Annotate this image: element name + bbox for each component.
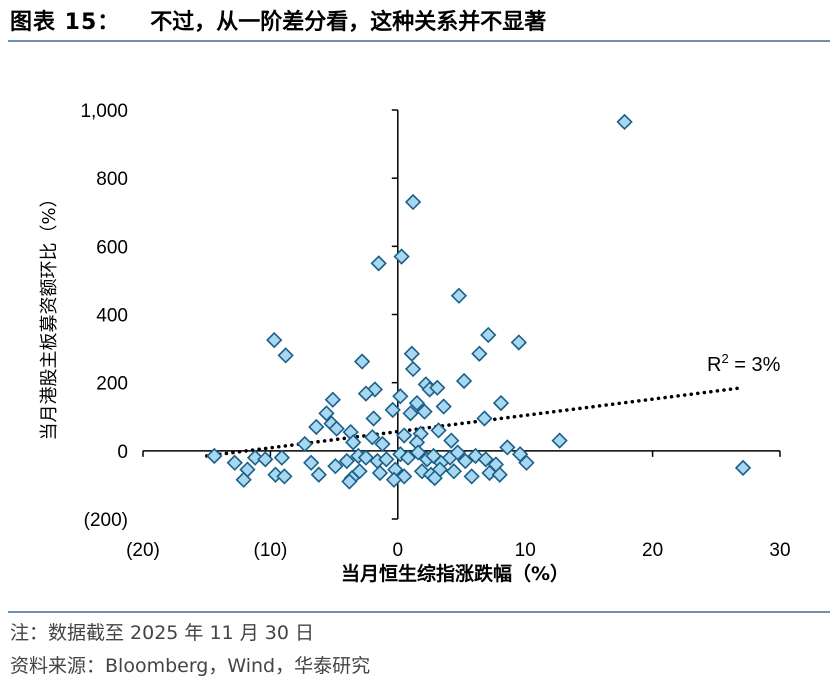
data-point (318, 405, 335, 422)
data-point (206, 447, 223, 465)
footer-divider (8, 611, 830, 613)
data-point (308, 418, 325, 436)
data-point (277, 347, 294, 364)
data-point (426, 469, 443, 487)
data-point (404, 360, 422, 378)
x-axis-label: 当月恒生综指涨跌幅（%） (341, 562, 569, 585)
x-tick-label: 10 (515, 540, 536, 561)
data-point (480, 326, 497, 344)
x-tick-label: 0 (393, 540, 404, 561)
data-point (396, 427, 413, 444)
data-point (416, 403, 433, 420)
data-point (273, 449, 290, 466)
y-tick-label: 0 (117, 442, 128, 463)
data-point (449, 444, 466, 461)
data-point (385, 471, 403, 488)
data-point (392, 388, 409, 405)
data-point (734, 459, 752, 477)
data-points-layer (206, 113, 752, 490)
y-tick-label: 200 (96, 374, 128, 395)
data-point (450, 287, 468, 304)
data-point (378, 451, 395, 468)
data-point (457, 452, 474, 470)
data-point (408, 394, 426, 412)
data-point (296, 435, 313, 453)
data-point (235, 471, 252, 488)
source-note: 资料来源：Bloomberg，Wind，华泰研究 (10, 655, 371, 677)
data-point (399, 449, 417, 466)
header-divider (8, 40, 830, 42)
data-point (616, 113, 633, 131)
data-point (364, 429, 381, 446)
data-point (499, 439, 516, 456)
data-point (341, 473, 358, 490)
data-point (471, 345, 488, 362)
x-tick-label: (20) (126, 540, 160, 561)
figure-label: 图表 15： (10, 10, 121, 35)
data-point (477, 451, 494, 468)
data-point (455, 372, 473, 390)
tick-labels-layer: (20) (10) 0 10 20 30 (200) 0 200 400 600 800 1,000 (80, 101, 790, 561)
y-axis-label: 当月港股主板募资额环比（%） (39, 189, 60, 440)
data-point (303, 454, 320, 471)
data-point (226, 454, 243, 471)
data-point (266, 331, 283, 349)
y-tick-label: 800 (96, 169, 128, 190)
data-point (518, 454, 535, 471)
x-tick-label: 30 (769, 540, 790, 561)
data-point (374, 435, 391, 453)
data-point (370, 255, 387, 272)
r-squared-value: = 3% (729, 354, 781, 376)
data-point (402, 405, 419, 422)
data-point (551, 432, 568, 449)
data-point (491, 466, 508, 483)
scatter-chart: (20) (10) 0 10 20 30 (200) 0 200 400 600 800 1,000 R… (39, 101, 791, 585)
data-point (429, 379, 446, 396)
data-point (445, 463, 462, 480)
data-point (365, 410, 382, 427)
data-point (463, 468, 480, 485)
data-point (310, 466, 327, 483)
trendline-layer (204, 386, 744, 458)
data-point (246, 449, 264, 466)
data-point (324, 391, 341, 408)
data-point (384, 401, 401, 419)
y-tick-label: (200) (84, 510, 128, 531)
data-point (492, 394, 510, 412)
data-point (443, 432, 460, 449)
data-point (371, 464, 389, 482)
footnote: 注：数据截至 2025 年 11 月 30 日 (10, 622, 314, 644)
data-point (410, 444, 427, 461)
r-squared-annotation: R2 = 3% (707, 351, 781, 376)
y-tick-label: 1,000 (80, 101, 128, 122)
trendline (204, 386, 744, 458)
x-tick-label: 20 (642, 540, 663, 561)
r-squared-letter: R (707, 354, 721, 376)
data-point (351, 463, 368, 480)
data-point (403, 345, 420, 362)
data-point (257, 451, 274, 468)
data-point (435, 398, 452, 415)
data-point (510, 334, 527, 351)
figure-header: 图表 15： 不过，从一阶差分看，这种关系并不显著 (10, 4, 830, 40)
data-point (404, 193, 422, 211)
data-point (357, 385, 375, 402)
data-point (345, 434, 362, 451)
data-point (481, 464, 498, 482)
r-squared-superscript: 2 (721, 351, 728, 366)
data-point (476, 410, 493, 427)
data-point (353, 353, 371, 370)
data-point (338, 452, 355, 470)
data-point (327, 458, 344, 475)
data-point (328, 420, 345, 437)
y-tick-label: 400 (96, 306, 128, 327)
data-point (393, 248, 410, 265)
x-tick-label: (10) (254, 540, 288, 561)
data-point (430, 422, 447, 439)
y-tick-label: 600 (96, 237, 128, 258)
figure-title: 不过，从一阶差分看，这种关系并不显著 (150, 10, 547, 35)
data-point (276, 468, 293, 485)
